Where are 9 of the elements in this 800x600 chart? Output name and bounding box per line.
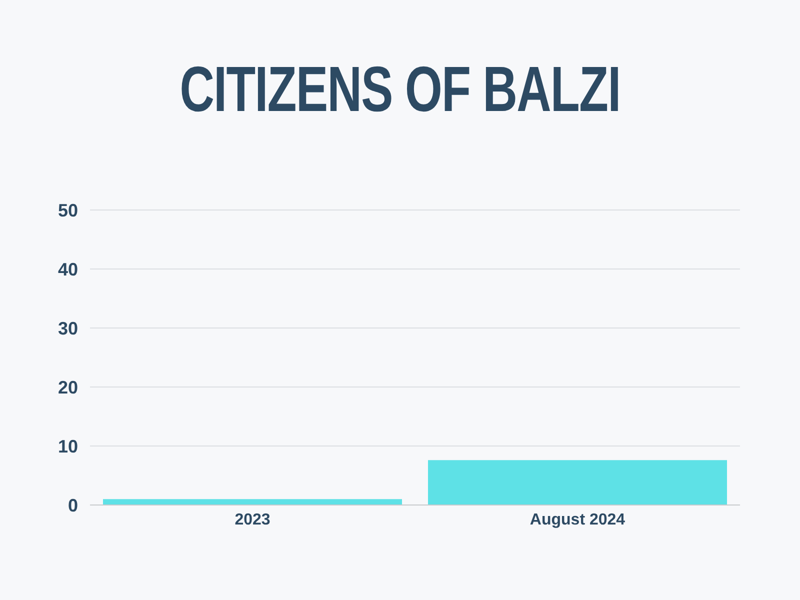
y-tick-label: 30 (58, 318, 78, 338)
y-tick-label: 10 (58, 436, 78, 456)
x-tick-label: 2023 (234, 511, 270, 528)
chart-title: CITIZENS OF BALZI (178, 52, 622, 126)
y-tick-label: 20 (58, 377, 78, 398)
y-tick-label: 50 (58, 200, 78, 220)
y-tick-label: 0 (68, 495, 78, 516)
y-tick-label: 40 (58, 259, 78, 280)
x-tick-label: August 2024 (530, 511, 626, 528)
